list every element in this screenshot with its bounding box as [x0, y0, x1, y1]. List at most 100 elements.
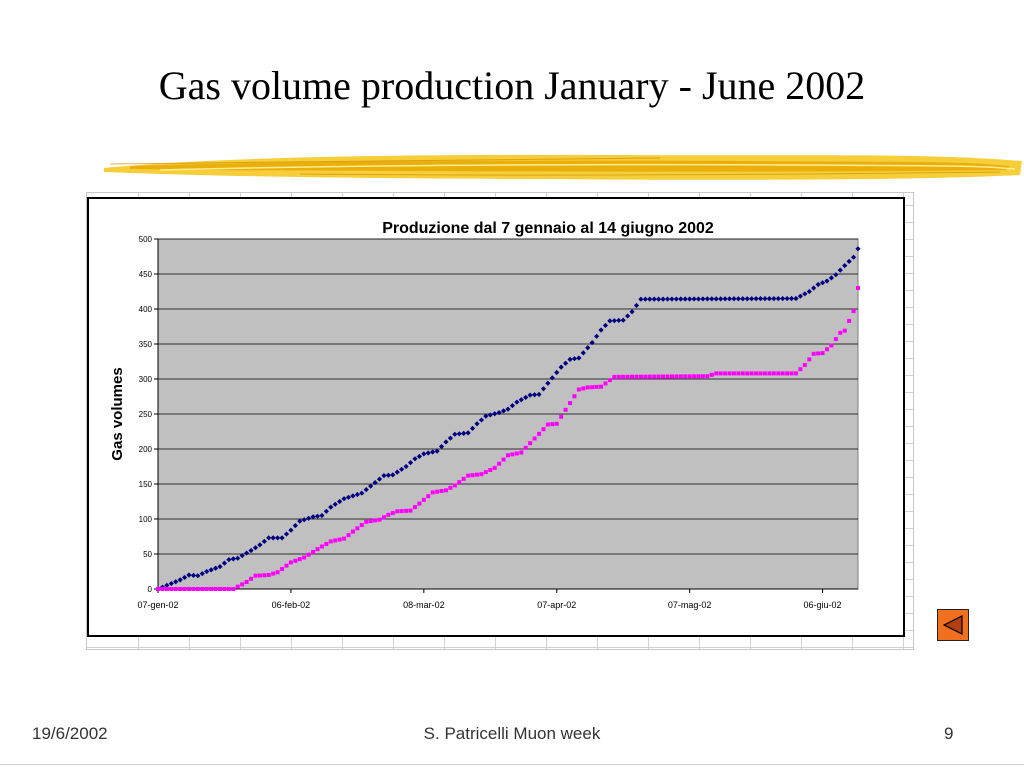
x-tick-label: 07-gen-02	[137, 600, 178, 610]
series2-point	[824, 347, 829, 352]
series2-point	[461, 476, 466, 481]
series2-point	[435, 489, 440, 494]
series1-point	[235, 555, 241, 561]
series2-point	[683, 374, 688, 379]
series1-point	[421, 451, 427, 457]
series1-point	[780, 295, 786, 302]
series1-point	[261, 538, 267, 544]
series1-point	[554, 369, 560, 376]
series2-point	[443, 488, 448, 493]
x-tick-label: 07-apr-02	[537, 600, 576, 610]
series2-point	[164, 587, 169, 591]
series2-point	[359, 523, 364, 528]
series2-point	[581, 386, 586, 391]
series2-point	[390, 511, 395, 516]
series1-point	[226, 557, 232, 563]
series2-point	[178, 587, 183, 591]
series2-point	[209, 587, 214, 591]
series1-point	[399, 466, 405, 472]
series1-point	[824, 278, 830, 284]
slide-title: Gas volume production January - June 200…	[158, 63, 866, 108]
series2-point	[545, 422, 550, 427]
series2-point	[594, 384, 599, 389]
footer-date: 19/6/2002	[32, 724, 108, 743]
series1-point	[221, 560, 228, 566]
series2-point	[244, 580, 249, 584]
series1-point	[212, 565, 219, 571]
back-nav-button[interactable]	[937, 609, 969, 641]
series2-point	[625, 374, 630, 379]
series2-point	[231, 587, 236, 591]
series2-point	[284, 563, 289, 568]
chart-title: Produzione dal 7 gennaio al 14 giugno 20…	[382, 220, 714, 237]
series2-point	[709, 372, 714, 377]
series2-point	[550, 422, 555, 427]
series1-point	[368, 483, 374, 489]
series2-point	[811, 351, 816, 356]
y-tick-label: 100	[139, 515, 153, 524]
series2-point	[568, 401, 573, 406]
series2-point	[355, 526, 360, 531]
series1-point	[345, 494, 352, 500]
series1-point	[722, 296, 728, 302]
series2-point	[705, 374, 710, 379]
series1-point	[709, 296, 715, 302]
series2-point	[585, 385, 590, 390]
y-tick-label: 50	[143, 550, 152, 559]
series1-point	[744, 296, 750, 302]
series1-point	[478, 417, 485, 423]
series1-point	[594, 333, 600, 339]
series2-point	[408, 508, 413, 513]
y-axis-label: Gas volumes	[109, 367, 126, 460]
series1-point	[731, 296, 737, 302]
series2-point	[656, 374, 661, 379]
series2-point	[156, 587, 160, 591]
series1-point	[390, 472, 396, 478]
series1-point	[337, 498, 343, 505]
yellow-brush-stroke-decoration	[104, 154, 1022, 180]
series2-point	[218, 587, 223, 591]
series1-point	[571, 356, 578, 362]
series1-point	[536, 391, 542, 397]
series2-point	[506, 453, 510, 458]
series2-point	[736, 371, 741, 376]
series2-point	[337, 537, 342, 542]
series2-point	[616, 374, 621, 379]
series2-point	[634, 374, 639, 379]
series2-point	[519, 450, 524, 455]
series2-point	[399, 509, 404, 514]
series2-point	[226, 587, 231, 591]
series2-point	[754, 371, 759, 376]
series2-point	[257, 573, 262, 578]
series2-point	[727, 371, 732, 376]
series2-point	[439, 489, 444, 493]
series1-point	[633, 302, 640, 309]
series1-point	[292, 523, 298, 529]
series1-point	[642, 296, 648, 302]
series2-point	[395, 509, 400, 514]
x-tick-label: 06-giu-02	[804, 600, 842, 610]
series2-point	[541, 427, 546, 432]
series2-point	[723, 371, 728, 376]
y-tick-label: 300	[139, 375, 153, 384]
series2-point	[669, 374, 674, 379]
series1-point	[540, 386, 547, 392]
y-tick-label: 450	[139, 270, 153, 279]
series2-point	[346, 533, 351, 538]
series2-point	[599, 384, 604, 389]
series1-point	[266, 535, 272, 541]
series2-point	[532, 436, 537, 441]
series2-point	[692, 374, 697, 379]
series1-point	[416, 453, 422, 459]
series2-point	[235, 584, 240, 589]
series1-point	[279, 535, 285, 541]
series1-point	[270, 535, 276, 541]
series2-point	[200, 587, 205, 591]
series2-point	[762, 371, 767, 376]
y-tick-label: 150	[139, 480, 153, 489]
footer-presenter: S. Patricelli Muon week	[423, 724, 601, 743]
series2-point	[856, 286, 860, 290]
series2-point	[638, 374, 643, 379]
series2-point	[404, 508, 409, 513]
series2-point	[674, 374, 679, 379]
